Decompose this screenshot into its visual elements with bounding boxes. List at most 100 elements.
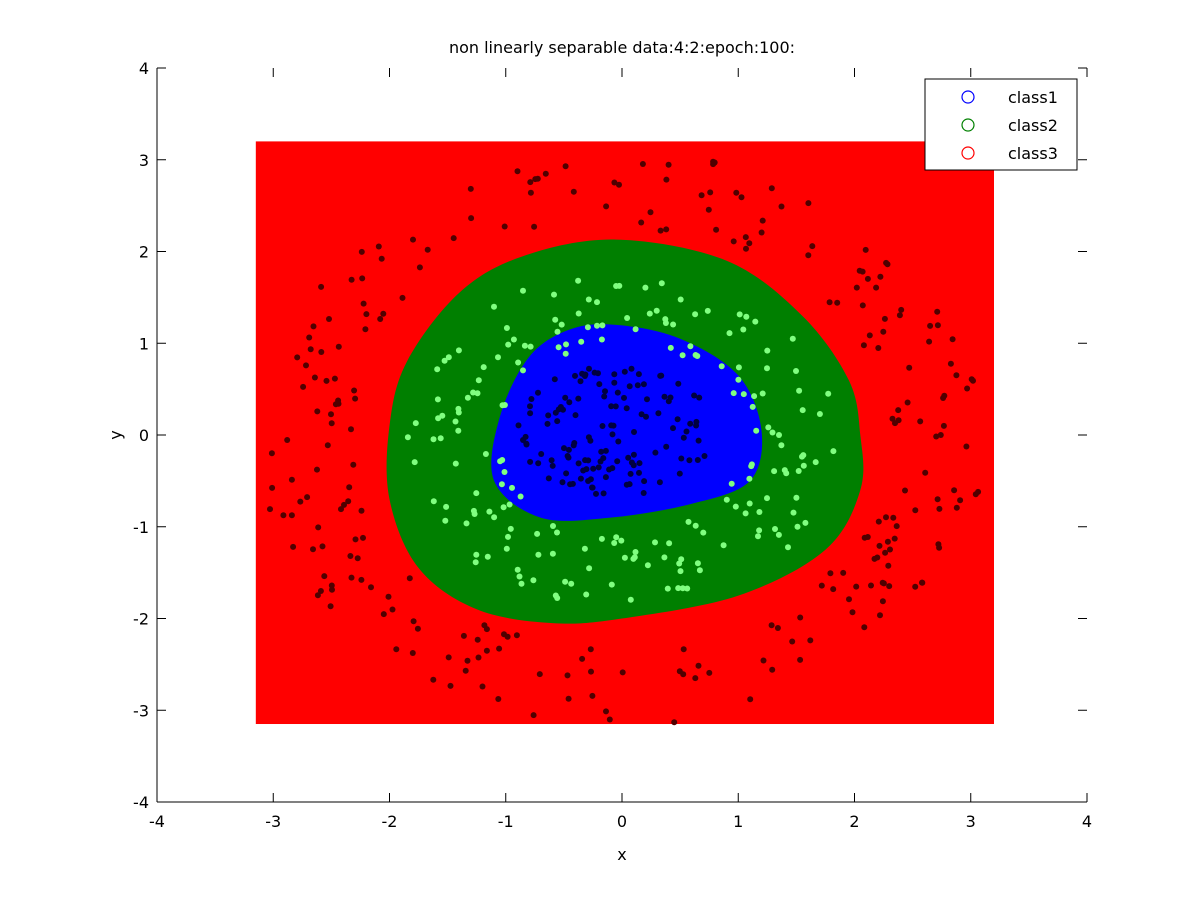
- data-point-class2: [785, 544, 791, 551]
- data-point-class3: [834, 299, 841, 306]
- data-point-class1: [567, 481, 574, 488]
- data-point-class3: [657, 227, 664, 234]
- data-point-class2: [624, 315, 631, 321]
- data-point-class2: [752, 318, 759, 325]
- data-point-class2: [793, 368, 799, 374]
- data-point-class3: [300, 383, 307, 390]
- data-point-class3: [348, 276, 355, 283]
- data-point-class2: [696, 567, 703, 574]
- data-point-class3: [321, 573, 328, 580]
- data-point-class3: [280, 512, 287, 519]
- data-point-class2: [756, 527, 763, 534]
- data-point-class2: [484, 553, 491, 560]
- data-point-class3: [738, 194, 745, 201]
- data-point-class3: [380, 611, 387, 618]
- data-point-class2: [790, 509, 797, 516]
- data-point-class3: [805, 200, 812, 207]
- decision-regions: [255, 141, 994, 725]
- data-point-class3: [504, 633, 511, 640]
- data-point-class3: [410, 618, 417, 625]
- data-point-class2: [578, 338, 585, 345]
- data-point-class3: [352, 395, 359, 402]
- data-point-class3: [314, 466, 320, 473]
- data-point-class2: [517, 493, 524, 500]
- data-point-class3: [934, 496, 941, 503]
- data-point-class1: [595, 464, 602, 471]
- data-point-class2: [694, 353, 701, 359]
- data-point-class1: [575, 460, 582, 467]
- data-point-class3: [324, 442, 331, 449]
- data-point-class3: [902, 487, 908, 494]
- data-point-class2: [473, 551, 480, 558]
- data-point-class1: [544, 420, 551, 427]
- data-point-class1: [566, 399, 573, 406]
- data-point-class3: [746, 240, 753, 247]
- data-point-class1: [581, 373, 588, 379]
- data-point-class2: [475, 377, 482, 384]
- data-point-class3: [882, 549, 889, 556]
- data-point-class3: [698, 192, 705, 199]
- data-point-class2: [796, 387, 803, 394]
- data-point-class3: [310, 546, 316, 553]
- data-point-class2: [652, 539, 658, 546]
- data-point-class3: [294, 354, 301, 361]
- data-point-class3: [807, 637, 814, 644]
- data-point-class2: [505, 533, 511, 540]
- data-point-class3: [866, 332, 873, 339]
- data-point-class1: [608, 422, 615, 429]
- data-point-class3: [898, 306, 905, 313]
- data-point-class3: [368, 584, 374, 591]
- data-point-class3: [886, 583, 893, 590]
- data-point-class3: [328, 411, 334, 418]
- data-point-class1: [614, 389, 621, 396]
- data-point-class2: [664, 585, 671, 592]
- data-point-class2: [510, 336, 517, 343]
- data-point-class3: [862, 246, 869, 253]
- data-point-class2: [501, 469, 508, 475]
- data-point-class1: [641, 478, 648, 485]
- data-point-class2: [434, 366, 441, 373]
- data-point-class3: [840, 569, 847, 576]
- data-point-class3: [880, 580, 887, 587]
- data-point-class1: [528, 396, 535, 402]
- data-point-class3: [479, 683, 486, 690]
- data-point-class3: [947, 360, 954, 367]
- data-point-class3: [896, 312, 903, 319]
- data-point-class1: [545, 412, 552, 419]
- data-point-class3: [665, 161, 672, 168]
- data-point-class2: [505, 341, 512, 348]
- data-point-class2: [830, 448, 837, 455]
- data-point-class2: [498, 481, 505, 488]
- data-point-class3: [876, 542, 883, 549]
- data-point-class3: [927, 322, 934, 329]
- data-point-class3: [705, 206, 712, 213]
- data-point-class1: [591, 369, 598, 376]
- data-point-class2: [677, 568, 684, 575]
- data-point-class3: [358, 248, 365, 255]
- data-point-class2: [506, 501, 513, 508]
- data-point-class3: [868, 582, 874, 589]
- data-point-class1: [621, 394, 627, 401]
- data-point-class3: [475, 654, 482, 661]
- data-point-class2: [470, 389, 477, 396]
- data-point-class2: [658, 280, 665, 287]
- data-point-class2: [644, 562, 651, 569]
- data-point-class3: [424, 246, 431, 253]
- data-point-class2: [661, 554, 668, 561]
- data-point-class3: [692, 675, 699, 682]
- data-point-class3: [883, 514, 889, 521]
- data-point-class1: [602, 474, 609, 481]
- data-point-class3: [619, 669, 626, 676]
- data-point-class2: [775, 531, 782, 538]
- data-point-class3: [290, 543, 297, 550]
- data-point-class2: [443, 503, 450, 510]
- data-point-class3: [936, 544, 943, 551]
- data-point-class3: [768, 622, 775, 629]
- data-point-class2: [718, 363, 725, 370]
- data-point-class1: [663, 443, 670, 450]
- y-ticks: -4 -3 -2 -1 0 1 2 3 4: [133, 59, 1087, 812]
- data-point-class2: [812, 459, 819, 466]
- data-point-class1: [701, 453, 708, 459]
